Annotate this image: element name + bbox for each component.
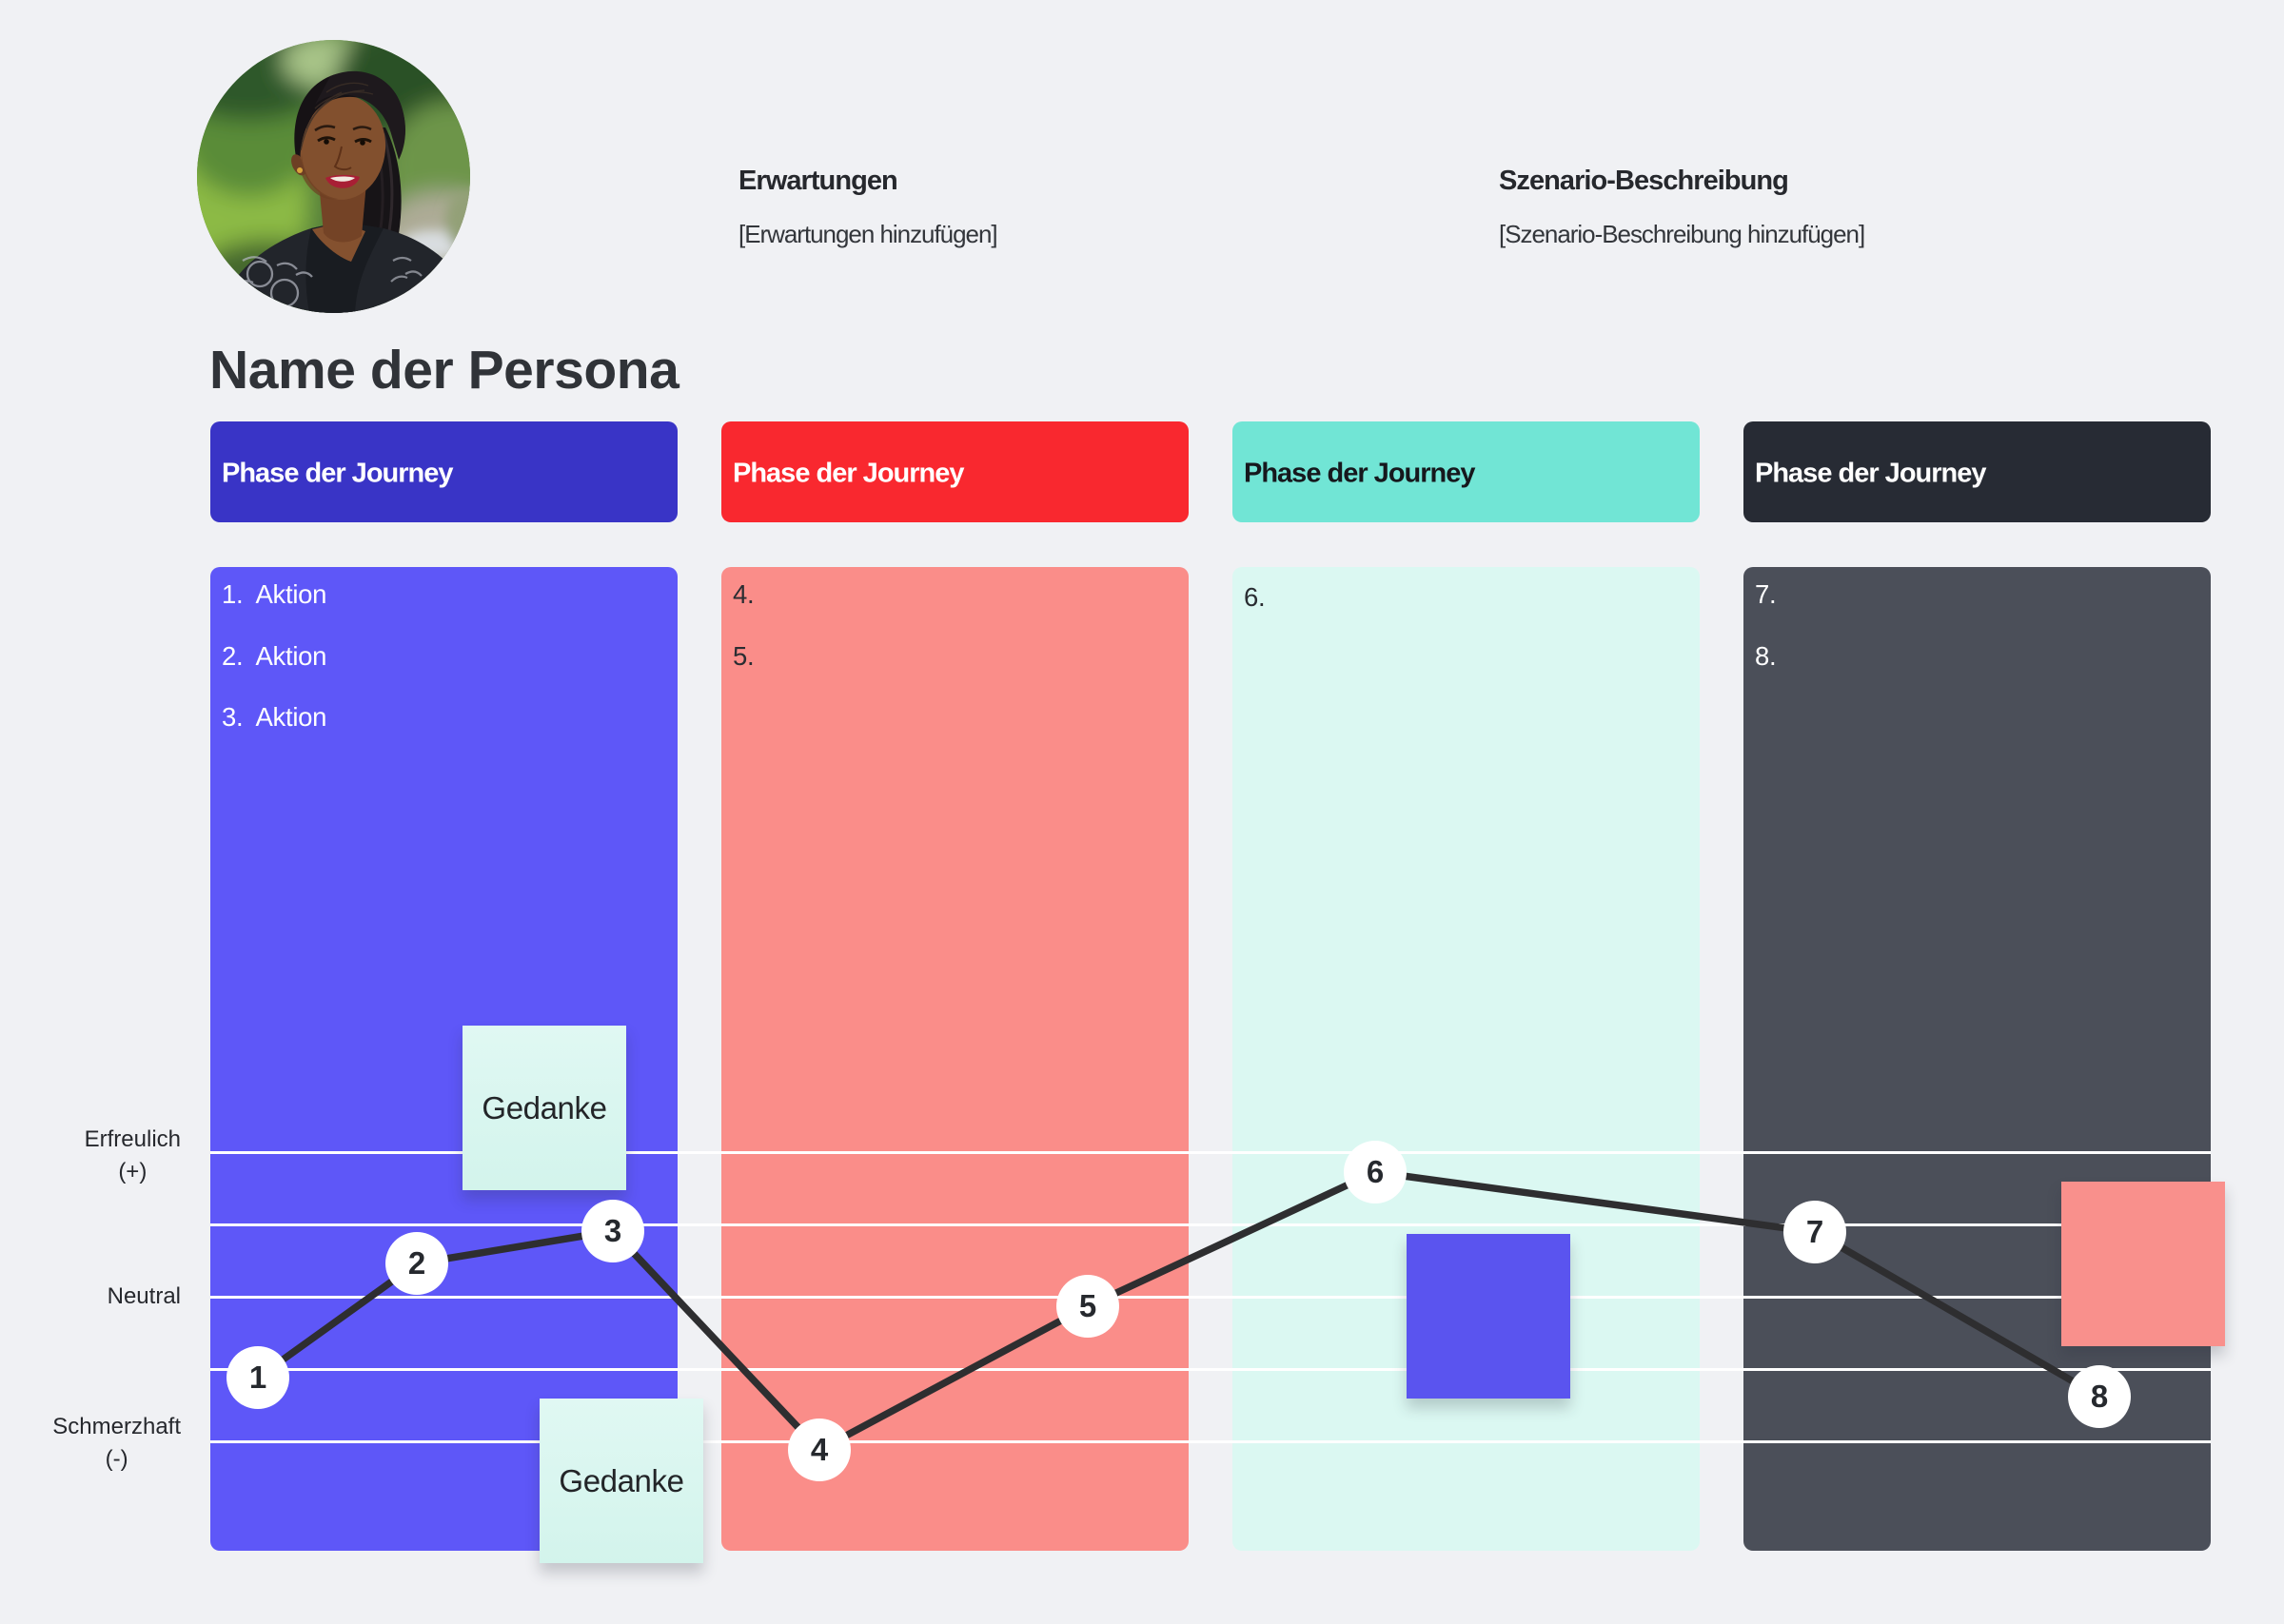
svg-text:7: 7: [1806, 1214, 1823, 1249]
svg-text:6: 6: [1367, 1154, 1384, 1189]
svg-text:8: 8: [2091, 1379, 2108, 1414]
svg-text:1: 1: [249, 1360, 266, 1395]
svg-text:4: 4: [811, 1432, 829, 1467]
svg-text:3: 3: [604, 1213, 621, 1248]
svg-text:2: 2: [408, 1245, 425, 1281]
svg-text:5: 5: [1079, 1288, 1096, 1323]
